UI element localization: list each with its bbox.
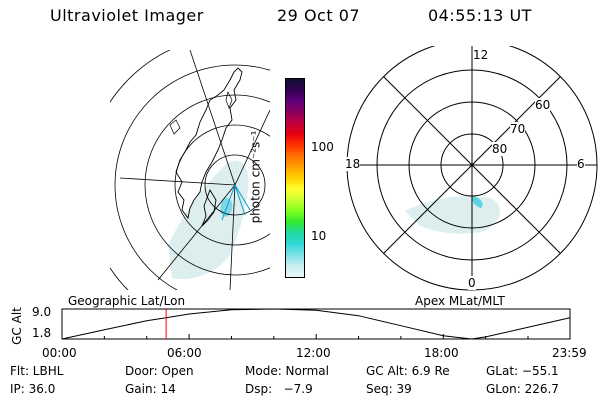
mlat-label-70: 70 [510,122,526,136]
altitude-plot: GC Alt 9.0 1.8 00:00 06:00 12:00 18:00 2… [0,305,600,365]
footer-gc-alt: GC Alt: 6.9 Re [366,364,450,378]
instrument-title: Ultraviolet Imager [50,6,204,25]
time-label: 04:55:13 UT [428,6,532,25]
footer-glat: GLat: −55.1 [486,364,559,378]
mlat-label-80: 80 [492,142,508,156]
geographic-map [110,50,270,290]
colorbar: 100 10 photon cm⁻²s⁻¹ [248,78,334,278]
alt-ytick-top: 9.0 [32,305,52,319]
colorbar-unit-label: photon cm⁻²s⁻¹ [248,130,263,224]
polar-emission-region [405,196,501,234]
mlat-label-60: 60 [535,98,551,112]
alt-xtick-0: 00:00 [42,346,77,360]
footer-seq: Seq: 39 [366,382,412,396]
mlt-label-0: 0 [468,276,476,290]
mlt-label-18: 18 [345,157,361,171]
footer-glon: GLon: 226.7 [486,382,559,396]
mlt-label-12: 12 [473,48,489,62]
footer-door: Door: Open [125,364,194,378]
polar-plot-graphic [346,39,598,291]
alt-xtick-3: 18:00 [424,346,459,360]
footer-filter: Flt: LBHL [10,364,64,378]
colorbar-tick-100: 100 [311,140,334,154]
geographic-map-graphic [110,50,270,290]
footer-mode: Mode: Normal [245,364,329,378]
polar-caption: Apex MLat/MLT [415,294,505,308]
polar-plot: 12 18 6 0 60 70 80 [335,39,600,296]
date-label: 29 Oct 07 [277,6,361,25]
mlt-label-6: 6 [577,157,585,171]
colorbar-tick-10: 10 [311,229,327,243]
footer-ip: IP: 36.0 [10,382,56,396]
alt-xtick-4: 23:59 [552,346,587,360]
alt-series-line [61,308,571,340]
altitude-chart [61,308,571,340]
alt-xtick-2: 12:00 [296,346,331,360]
footer-dsp: Dsp: −7.9 [245,382,313,396]
alt-xtick-1: 06:00 [167,346,202,360]
footer-gain: Gain: 14 [125,382,176,396]
colorbar-gradient [285,78,305,278]
geo-caption: Geographic Lat/Lon [68,294,186,308]
polar-emission-core [472,196,483,208]
alt-ytick-bottom: 1.8 [32,326,52,340]
